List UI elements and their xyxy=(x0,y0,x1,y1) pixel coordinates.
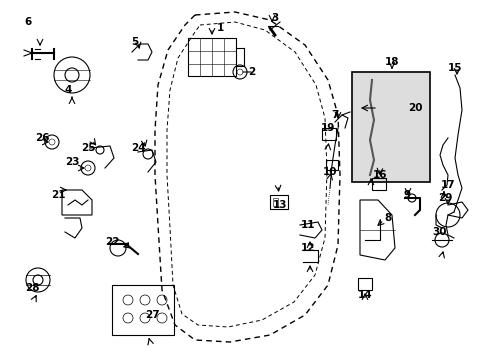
Bar xyxy=(325,160,337,170)
Text: 30: 30 xyxy=(432,227,447,237)
Text: 14: 14 xyxy=(357,290,371,300)
Text: 15: 15 xyxy=(447,63,461,73)
Text: 6: 6 xyxy=(24,17,32,27)
Text: 27: 27 xyxy=(144,310,159,320)
Text: 1: 1 xyxy=(216,23,223,33)
Text: 20: 20 xyxy=(407,103,421,113)
Bar xyxy=(357,278,371,290)
Bar xyxy=(321,128,335,140)
Text: 11: 11 xyxy=(300,220,315,230)
Text: 21: 21 xyxy=(51,190,65,200)
Text: 8: 8 xyxy=(383,213,390,223)
Text: 26: 26 xyxy=(35,133,49,143)
Text: 29: 29 xyxy=(437,193,451,203)
Bar xyxy=(371,178,385,190)
Text: 10: 10 xyxy=(322,167,337,177)
Text: 22: 22 xyxy=(104,237,119,247)
Text: 18: 18 xyxy=(384,57,398,67)
Text: 4: 4 xyxy=(64,85,72,95)
Text: 19: 19 xyxy=(320,123,334,133)
Text: 3: 3 xyxy=(271,13,278,23)
Text: 25: 25 xyxy=(81,143,95,153)
Bar xyxy=(272,198,278,206)
Bar xyxy=(112,285,174,335)
Bar xyxy=(187,38,236,76)
Text: 17: 17 xyxy=(440,180,454,190)
Text: 2: 2 xyxy=(247,67,255,77)
Text: 13: 13 xyxy=(272,200,286,210)
Text: 12: 12 xyxy=(300,243,315,253)
Text: 16: 16 xyxy=(372,170,386,180)
Bar xyxy=(269,195,287,209)
Bar xyxy=(351,72,429,182)
Text: 24: 24 xyxy=(130,143,145,153)
Text: 9: 9 xyxy=(403,190,410,200)
Text: 7: 7 xyxy=(331,110,338,120)
Text: 23: 23 xyxy=(64,157,79,167)
Text: 28: 28 xyxy=(25,283,39,293)
Text: 5: 5 xyxy=(131,37,138,47)
